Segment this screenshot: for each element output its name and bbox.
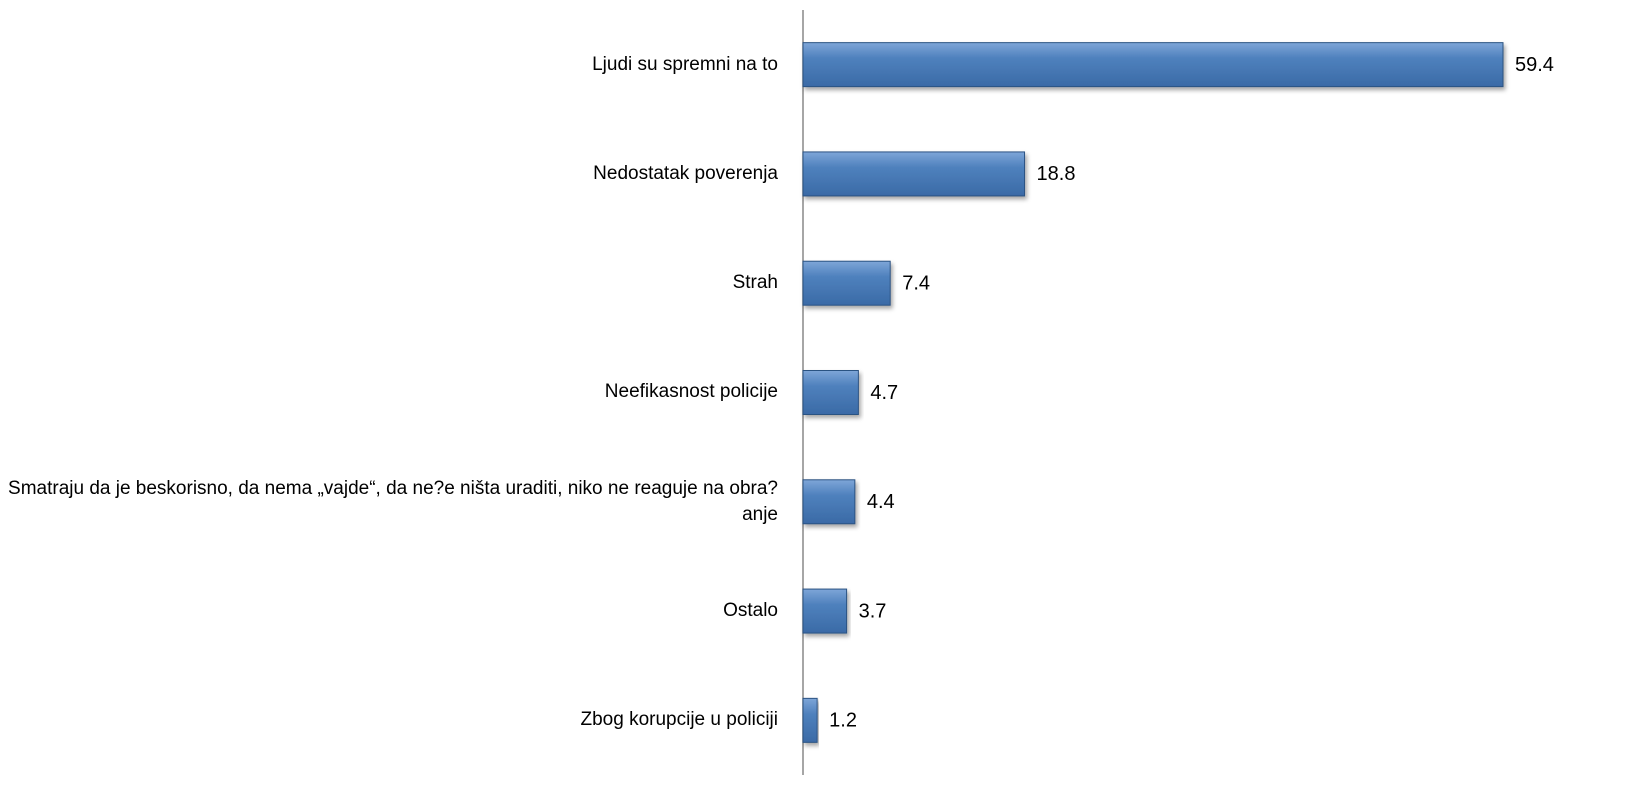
category-label: Ljudi su spremni na to: [592, 53, 778, 75]
bar: [802, 42, 1504, 88]
value-label: 59.4: [1515, 54, 1554, 76]
category-label: Ostalo: [723, 600, 778, 622]
category-label: Nedostatak poverenja: [593, 162, 778, 184]
value-label: 7.4: [902, 272, 930, 294]
bar: [802, 151, 1026, 197]
bar: [802, 370, 859, 415]
bar: [802, 588, 848, 634]
value-label: 4.4: [867, 491, 895, 513]
category-label: Strah: [732, 272, 778, 294]
category-label: Zbog korupcije u policiji: [580, 709, 779, 731]
category-label: Smatraju da je beskorisno, da nema „vajd…: [8, 477, 778, 525]
value-label: 18.8: [1037, 163, 1076, 185]
bar: [802, 697, 818, 743]
value-label: 3.7: [859, 600, 887, 622]
value-label: 4.7: [870, 382, 898, 404]
value-label: 1.2: [829, 710, 857, 732]
bar: [802, 479, 856, 525]
category-label: Neefikasnost policije: [604, 381, 778, 403]
bar: [802, 260, 891, 306]
